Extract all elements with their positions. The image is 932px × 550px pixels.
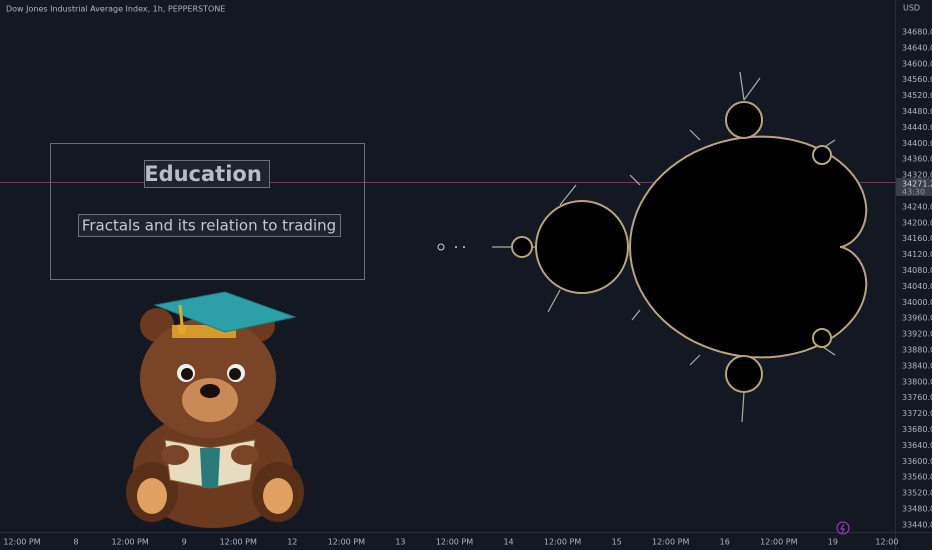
price-label: 34600.0: [902, 59, 932, 68]
small-bulb: [812, 145, 832, 165]
chart-title: Dow Jones Industrial Average Index, 1h, …: [6, 5, 225, 14]
price-tag-price: 34271.2: [902, 180, 932, 189]
price-label: 33680.0: [902, 425, 932, 434]
price-label: 34000.0: [902, 298, 932, 307]
currency: USD: [903, 4, 920, 13]
bear-arm: [231, 445, 259, 465]
time-label: 12:00 PM: [220, 538, 257, 547]
time-label: 19: [828, 538, 838, 547]
time-label: 12:00: [875, 538, 898, 547]
price-label: 34640.0: [902, 43, 932, 52]
price-label: 33920.0: [902, 330, 932, 339]
mini-brot: [437, 243, 445, 251]
time-label: 12:00 PM: [652, 538, 689, 547]
price-label: 33520.0: [902, 489, 932, 498]
small-bulb: [812, 328, 832, 348]
time-label: 12: [287, 538, 297, 547]
bear-paw: [263, 478, 293, 514]
main-cardioid: [628, 135, 868, 359]
time-label: 12:00 PM: [760, 538, 797, 547]
time-label: 13: [395, 538, 405, 547]
price-label: 34240.0: [902, 202, 932, 211]
price-label: 33720.0: [902, 409, 932, 418]
text-box-frame: [50, 143, 365, 280]
price-label: 34200.0: [902, 218, 932, 227]
price-label: 34480.0: [902, 107, 932, 116]
cap-board: [153, 291, 297, 333]
price-tag-countdown: 43:30: [902, 188, 925, 197]
price-label: 33880.0: [902, 346, 932, 355]
price-label: 34680.0: [902, 28, 932, 37]
mini-brot: [463, 246, 465, 248]
time-label: 8: [74, 538, 79, 547]
bear-pupil: [181, 368, 193, 380]
price-label: 34440.0: [902, 123, 932, 132]
bottom-bulb: [725, 355, 763, 393]
bear-illustration: [126, 291, 304, 528]
top-bulb: [725, 101, 763, 139]
time-label: 12:00 PM: [436, 538, 473, 547]
mandelbrot-fractal: [437, 71, 868, 423]
price-label: 34080.0: [902, 266, 932, 275]
cap-tassel-end: [177, 325, 187, 334]
text-box: Education Fractals and its relation to t…: [50, 143, 365, 280]
bear-arm: [161, 445, 189, 465]
price-label: 34560.0: [902, 75, 932, 84]
time-label: 9: [182, 538, 187, 547]
price-label: 33440.0: [902, 520, 932, 529]
bear-nose: [200, 384, 220, 398]
small-bulb: [511, 236, 533, 258]
price-label: 34160.0: [902, 234, 932, 243]
price-label: 33480.0: [902, 505, 932, 514]
time-label: 12:00 PM: [544, 538, 581, 547]
price-tag: [896, 178, 932, 196]
alert-icon-bolt: [840, 523, 845, 534]
time-label: 12:00 PM: [111, 538, 148, 547]
price-label: 33600.0: [902, 457, 932, 466]
price-label: 33640.0: [902, 441, 932, 450]
time-label: 15: [612, 538, 622, 547]
price-label: 34120.0: [902, 250, 932, 259]
time-label: 12:00 PM: [3, 538, 40, 547]
price-label: 33800.0: [902, 377, 932, 386]
alert-icon[interactable]: [836, 521, 850, 535]
subtitle-frame: [78, 214, 341, 237]
price-label: 33960.0: [902, 314, 932, 323]
text-box-subtitle: Fractals and its relation to trading: [82, 217, 336, 235]
bear-muzzle: [182, 378, 238, 422]
time-label: 14: [503, 538, 513, 547]
price-label: 34400.0: [902, 139, 932, 148]
price-axis: 34680.0 34640.0 34600.0 34560.0 34520.0 34480…: [902, 28, 932, 530]
time-label: 12:00 PM: [328, 538, 365, 547]
text-box-title: Education: [144, 162, 262, 186]
price-label: 33840.0: [902, 361, 932, 370]
price-label: 34040.0: [902, 282, 932, 291]
price-label: 34520.0: [902, 91, 932, 100]
time-axis: 12:00 PM 8 12:00 PM 9 12:00 PM 12 12:00 PM 13 12…: [3, 538, 898, 547]
book-spine: [200, 448, 220, 488]
bear-paw: [137, 478, 167, 514]
bear-head: [140, 318, 276, 438]
cap-tassel: [178, 304, 184, 326]
period-2-bulb: [535, 200, 629, 294]
mini-brot: [455, 246, 457, 248]
bear-pupil: [229, 368, 241, 380]
price-label: 34320.0: [902, 171, 932, 180]
time-label: 16: [720, 538, 730, 547]
price-label: 34360.0: [902, 155, 932, 164]
title-frame: [144, 160, 270, 188]
price-label: 33760.0: [902, 393, 932, 402]
price-label: 33560.0: [902, 473, 932, 482]
